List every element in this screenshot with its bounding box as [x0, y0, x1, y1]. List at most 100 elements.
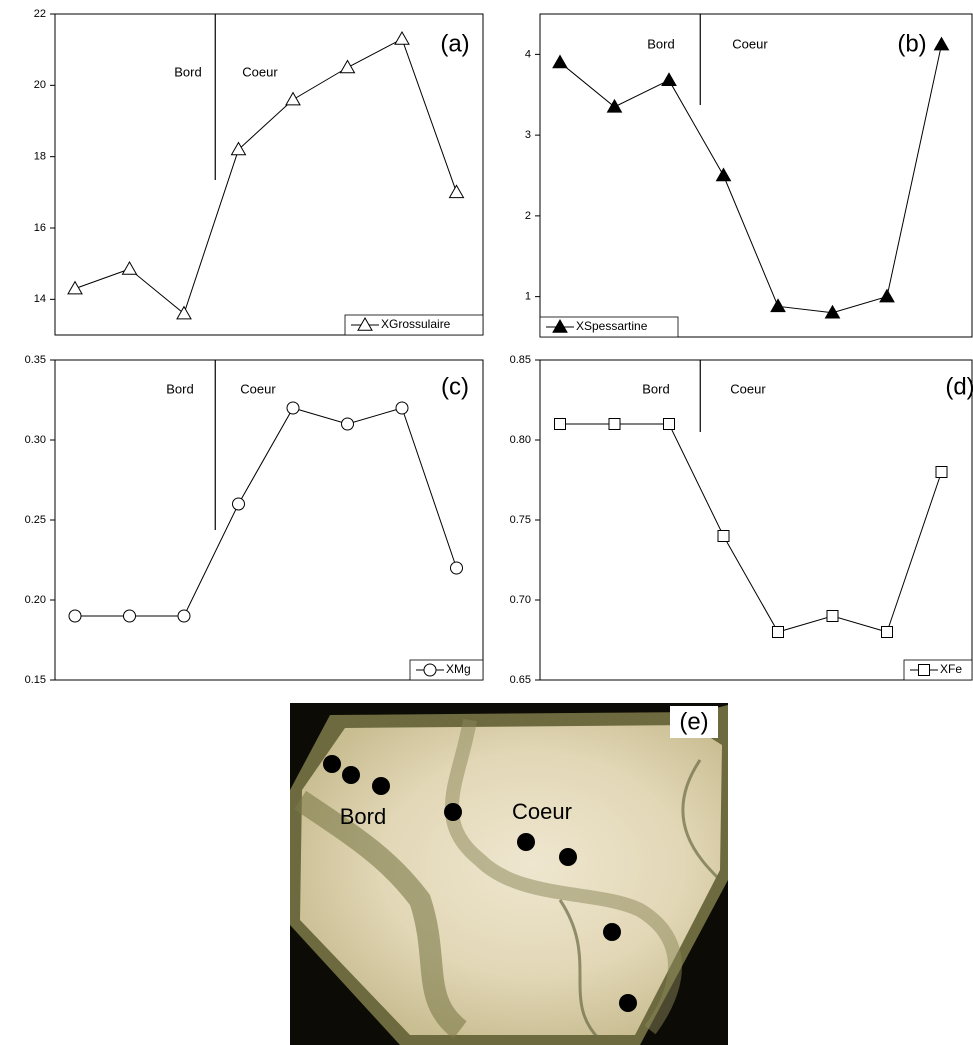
- series-line: [74, 38, 457, 315]
- annotation: Coeur: [240, 381, 276, 396]
- legend-marker: [552, 318, 568, 333]
- data-point: [608, 418, 621, 430]
- legend: XFe: [903, 659, 973, 681]
- analysis-point: [444, 803, 462, 821]
- data-point: [770, 298, 786, 313]
- annotation: Bord: [642, 381, 669, 396]
- data-point: [826, 610, 839, 622]
- data-point: [715, 167, 732, 182]
- y-tick-label: 18: [34, 151, 46, 163]
- analysis-points: [323, 755, 637, 1012]
- plot-frame: [54, 13, 484, 336]
- data-point: [552, 54, 568, 69]
- data-point: [285, 91, 301, 106]
- series-line: [75, 407, 457, 617]
- data-point: [232, 497, 245, 511]
- analysis-point: [619, 994, 637, 1012]
- data-point: [879, 288, 895, 303]
- photo-inclusion: [444, 718, 682, 1035]
- photo-inclusion: [293, 790, 468, 1039]
- chart-panel: XGrossulaire Bord Coeur (a) 14 16 18 20 22: [34, 8, 484, 336]
- analysis-point: [559, 848, 577, 866]
- legend-box: [344, 314, 484, 336]
- chart-panel: XMg Bord Coeur (c) 0.15 0.20 0.25 0.30 0.35: [25, 354, 484, 686]
- analysis-point: [603, 923, 621, 941]
- data-point: [448, 184, 465, 199]
- analysis-point: [323, 755, 341, 773]
- annotation: Coeur: [732, 36, 768, 51]
- y-tick-label: 2: [525, 210, 531, 222]
- legend: XGrossulaire: [344, 314, 484, 336]
- annotation: Coeur: [242, 64, 278, 79]
- data-point: [606, 98, 623, 113]
- y-tick-label: 4: [525, 48, 531, 60]
- data-point: [933, 36, 950, 51]
- data-point: [176, 305, 192, 320]
- y-tick-label: 3: [525, 129, 531, 141]
- data-point: [663, 418, 675, 430]
- data-point: [554, 418, 566, 430]
- photo-panel: Bord Coeur (e): [290, 703, 728, 1045]
- analysis-point: [372, 777, 390, 795]
- analysis-point: [342, 766, 360, 784]
- chart-panel: XFe Bord Coeur (d) 0.65 0.70 0.75 0.80 0.85: [510, 354, 973, 686]
- series-line: [559, 44, 942, 314]
- data-point: [935, 466, 948, 478]
- plot-frame: [54, 359, 484, 681]
- plot-frame: [539, 13, 973, 338]
- y-tick-label: 0.15: [25, 674, 46, 686]
- photo-label-box: [670, 706, 718, 738]
- data-point: [881, 626, 893, 638]
- legend-label: XGrossulaire: [381, 317, 451, 331]
- y-tick-label: 20: [34, 79, 46, 91]
- y-tick-label: 0.65: [510, 674, 531, 686]
- y-tick-label: 22: [34, 8, 46, 20]
- legend: XMg: [409, 659, 484, 681]
- data-point: [395, 401, 409, 415]
- y-tick-label: 1: [525, 291, 531, 303]
- data-point: [230, 141, 247, 156]
- legend-marker: [423, 663, 437, 677]
- panel-title: (b): [897, 30, 926, 57]
- photo-annotation: Bord: [340, 804, 386, 829]
- chart-panel: XSpessartine Bord Coeur (b) 1 2 3 4: [525, 13, 973, 338]
- photo-label: (e): [679, 708, 708, 735]
- data-point: [68, 609, 82, 623]
- y-tick-label: 0.30: [25, 434, 46, 446]
- legend-label: XFe: [940, 662, 962, 676]
- data-point: [661, 72, 677, 86]
- data-point: [177, 609, 191, 623]
- data-point: [341, 417, 354, 431]
- panel-title: (a): [440, 30, 469, 57]
- data-point: [121, 261, 138, 275]
- panel-title: (d): [945, 373, 973, 400]
- data-point: [123, 609, 136, 623]
- plot-frame: [539, 359, 973, 681]
- y-tick-label: 0.80: [510, 434, 531, 446]
- y-tick-label: 0.70: [510, 594, 531, 606]
- data-point: [67, 280, 83, 295]
- data-point: [450, 561, 463, 575]
- y-tick-label: 0.85: [510, 354, 531, 366]
- legend-box: [539, 316, 679, 338]
- y-tick-label: 14: [34, 293, 46, 305]
- photo-annotation: Coeur: [512, 799, 572, 824]
- analysis-point: [517, 833, 535, 851]
- data-point: [286, 401, 300, 415]
- legend-label: XSpessartine: [576, 319, 648, 333]
- legend-label: XMg: [446, 662, 471, 676]
- data-point: [824, 304, 841, 319]
- y-tick-label: 0.35: [25, 354, 46, 366]
- y-tick-label: 0.20: [25, 594, 46, 606]
- data-point: [339, 59, 356, 74]
- annotation: Bord: [647, 36, 674, 51]
- y-tick-label: 16: [34, 222, 46, 234]
- legend-marker: [357, 316, 373, 331]
- data-point: [772, 626, 784, 638]
- y-tick-label: 0.75: [510, 514, 531, 526]
- series-line: [560, 423, 942, 633]
- y-tick-label: 0.25: [25, 514, 46, 526]
- annotation: Coeur: [730, 381, 766, 396]
